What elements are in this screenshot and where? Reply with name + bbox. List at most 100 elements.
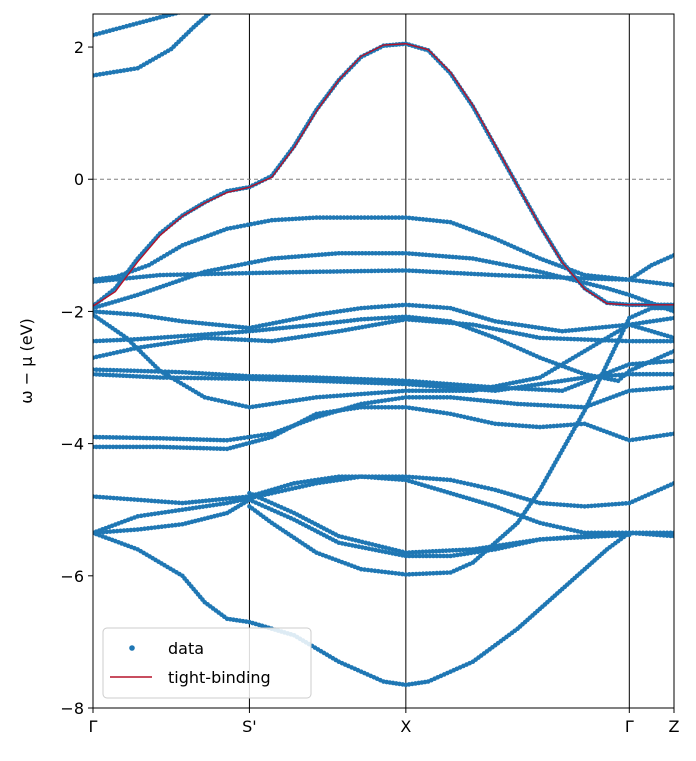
data-point (125, 347, 130, 353)
data-point (434, 476, 440, 482)
data-point (341, 407, 347, 413)
data-point (250, 270, 256, 276)
data-point (168, 334, 174, 340)
data-point (155, 335, 161, 341)
data-point (444, 381, 450, 387)
data-point (472, 386, 477, 392)
data-point (229, 271, 235, 276)
data-point (135, 527, 140, 532)
data-point (334, 375, 340, 381)
data-point (413, 475, 419, 480)
data-point (356, 250, 362, 256)
data-point (280, 270, 286, 275)
data-point (297, 269, 303, 275)
data-point (383, 250, 389, 256)
data-point (467, 322, 472, 327)
data-point (204, 446, 210, 451)
data-point (142, 313, 147, 319)
data-point (181, 375, 187, 381)
data-point (341, 269, 347, 274)
data-point (345, 392, 350, 398)
data-point (294, 377, 299, 383)
data-point (317, 394, 323, 400)
data-point (183, 9, 188, 14)
data-point (661, 371, 666, 377)
data-point (135, 312, 140, 318)
data-point (190, 499, 195, 505)
data-point (427, 383, 433, 389)
data-point (482, 485, 488, 490)
data-point (458, 271, 464, 276)
data-point (331, 478, 336, 484)
data-point (263, 327, 269, 332)
data-point (424, 475, 429, 481)
data-point (260, 270, 266, 276)
data-point (565, 502, 570, 508)
data-point (206, 321, 212, 327)
data-point (203, 321, 209, 326)
data-point (358, 380, 364, 385)
data-point (358, 376, 364, 382)
data-point (216, 322, 222, 328)
data-point (362, 401, 367, 406)
data-point (137, 274, 143, 280)
data-point (558, 336, 563, 341)
data-point (267, 270, 272, 276)
data-point (243, 325, 249, 330)
data-point (630, 338, 636, 344)
data-point (140, 435, 146, 441)
data-point (168, 272, 173, 278)
data-point (499, 320, 505, 325)
data-point (231, 499, 237, 504)
data-point (403, 474, 409, 479)
data-point (266, 218, 271, 224)
data-point (657, 371, 663, 377)
data-point (593, 325, 599, 331)
data-point (627, 362, 632, 367)
data-point (193, 370, 199, 376)
data-point (382, 304, 388, 309)
data-point (185, 375, 190, 381)
data-point (406, 395, 412, 400)
data-point (496, 272, 501, 278)
data-point (297, 378, 303, 383)
data-point (379, 380, 385, 386)
data-point (533, 387, 538, 392)
data-point (157, 436, 163, 441)
data-point (171, 272, 177, 278)
data-point (118, 68, 123, 74)
data-point (100, 434, 106, 440)
data-point (592, 374, 598, 380)
data-point (644, 360, 649, 366)
data-point (376, 390, 381, 396)
data-point (437, 548, 442, 554)
data-point (651, 280, 656, 285)
data-point (309, 253, 315, 258)
data-point (554, 502, 560, 507)
data-point (548, 403, 554, 408)
data-point (448, 411, 453, 417)
data-point (114, 310, 120, 316)
data-point (149, 498, 154, 504)
data-point (671, 252, 674, 258)
data-point (470, 547, 476, 552)
data-point (365, 567, 371, 573)
data-point (197, 504, 202, 510)
data-point (413, 549, 419, 555)
data-point (197, 445, 203, 451)
data-point (279, 255, 285, 261)
data-point (406, 474, 412, 480)
data-point (94, 372, 99, 377)
data-point (382, 476, 388, 481)
data-point (441, 270, 446, 275)
data-point (300, 374, 306, 380)
data-point (468, 482, 474, 487)
data-point (151, 273, 156, 279)
data-point (345, 269, 350, 274)
data-point (259, 219, 264, 225)
data-point (209, 375, 214, 381)
data-point (114, 69, 120, 74)
data-point (104, 70, 110, 76)
data-point (324, 378, 330, 384)
data-point (180, 369, 185, 375)
